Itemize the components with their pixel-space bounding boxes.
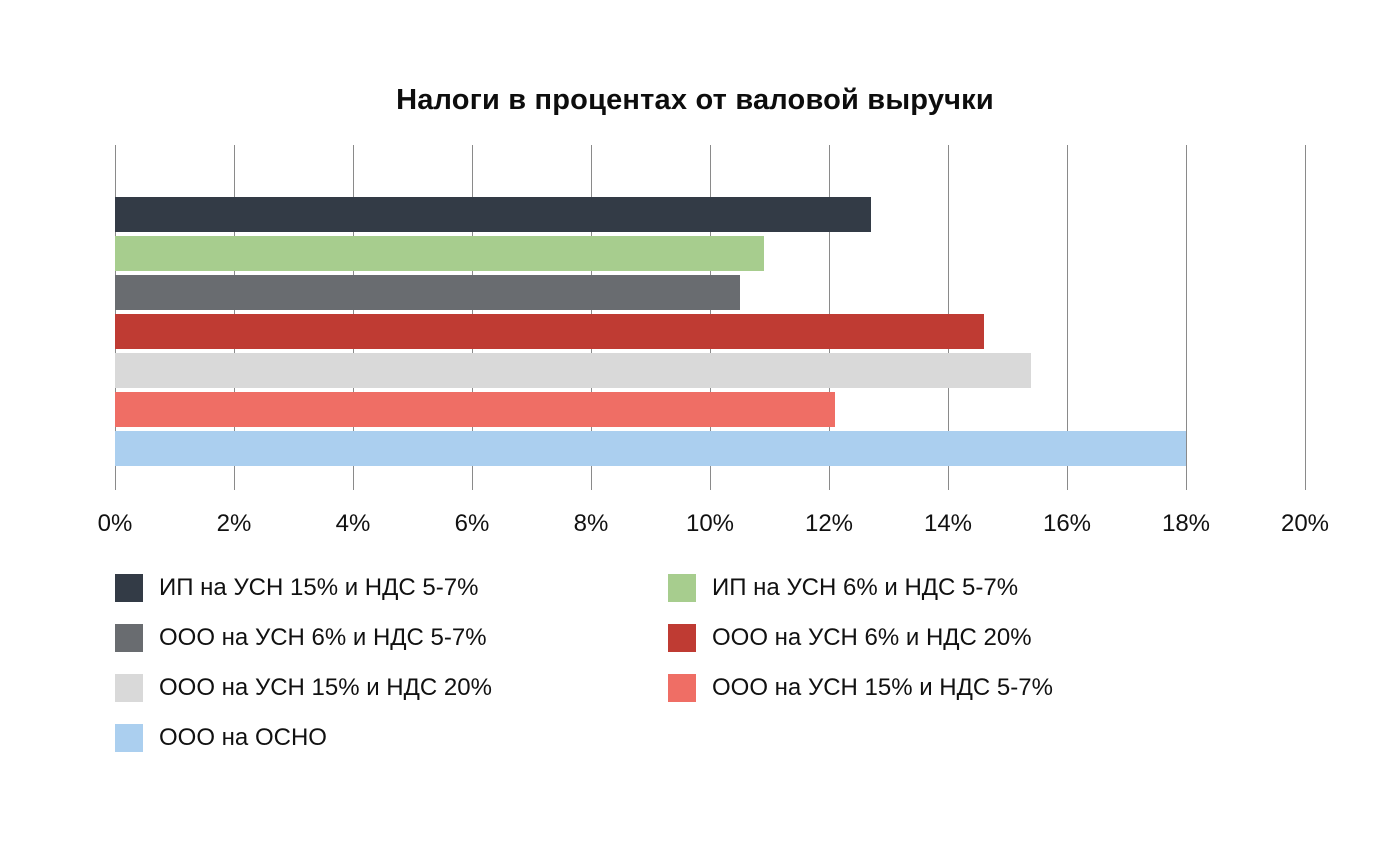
x-tick-label: 4% [335,510,371,537]
x-tick-label: 6% [454,510,490,537]
x-tick-label: 10% [685,510,735,537]
bar-0 [115,197,871,232]
plot-area [115,145,1306,490]
legend-label: ООО на УСН 6% и НДС 5-7% [159,624,487,651]
legend-swatch-icon [668,574,696,602]
chart-title: Налоги в процентах от валовой выручки [396,84,994,116]
legend-label: ИП на УСН 15% и НДС 5-7% [159,574,479,601]
x-tick-label: 8% [573,510,609,537]
bar-4 [115,353,1032,388]
x-tick-label: 12% [804,510,854,537]
legend-item-5: ООО на УСН 15% и НДС 5-7% [668,674,1053,702]
legend-item-1: ИП на УСН 6% и НДС 5-7% [668,574,1053,602]
legend-label: ООО на УСН 15% и НДС 20% [159,674,492,701]
legend-swatch-icon [115,574,143,602]
bar-6 [115,431,1186,466]
x-tick-label: 14% [923,510,973,537]
x-tick-label: 18% [1161,510,1211,537]
legend-swatch-icon [115,724,143,752]
bar-5 [115,392,835,427]
legend-item-0: ИП на УСН 15% и НДС 5-7% [115,574,668,602]
legend-swatch-icon [668,624,696,652]
bar-1 [115,236,764,271]
bar-2 [115,275,740,310]
bar-3 [115,314,984,349]
legend-item-6: ООО на ОСНО [115,724,668,752]
gridline-16% [1067,145,1068,490]
x-tick-label: 16% [1042,510,1092,537]
legend-item-3: ООО на УСН 6% и НДС 20% [668,624,1053,652]
legend-label: ООО на УСН 6% и НДС 20% [712,624,1032,651]
legend-item-4: ООО на УСН 15% и НДС 20% [115,674,668,702]
legend-item-2: ООО на УСН 6% и НДС 5-7% [115,624,668,652]
x-tick-label: 2% [216,510,252,537]
legend: ИП на УСН 15% и НДС 5-7% ИП на УСН 6% и Н… [115,574,1053,752]
legend-label: ООО на ОСНО [159,724,327,751]
legend-swatch-icon [115,624,143,652]
gridline-20% [1305,145,1306,490]
x-tick-label: 0% [97,510,133,537]
legend-label: ИП на УСН 6% и НДС 5-7% [712,574,1019,601]
gridline-18% [1186,145,1187,490]
x-axis-tick-labels: 0% 2% 4% 6% 8% 10% 12% 14% 16% 18% 20% [98,510,1329,542]
legend-swatch-icon [115,674,143,702]
legend-swatch-icon [668,674,696,702]
legend-label: ООО на УСН 15% и НДС 5-7% [712,674,1053,701]
x-tick-label: 20% [1280,510,1330,537]
